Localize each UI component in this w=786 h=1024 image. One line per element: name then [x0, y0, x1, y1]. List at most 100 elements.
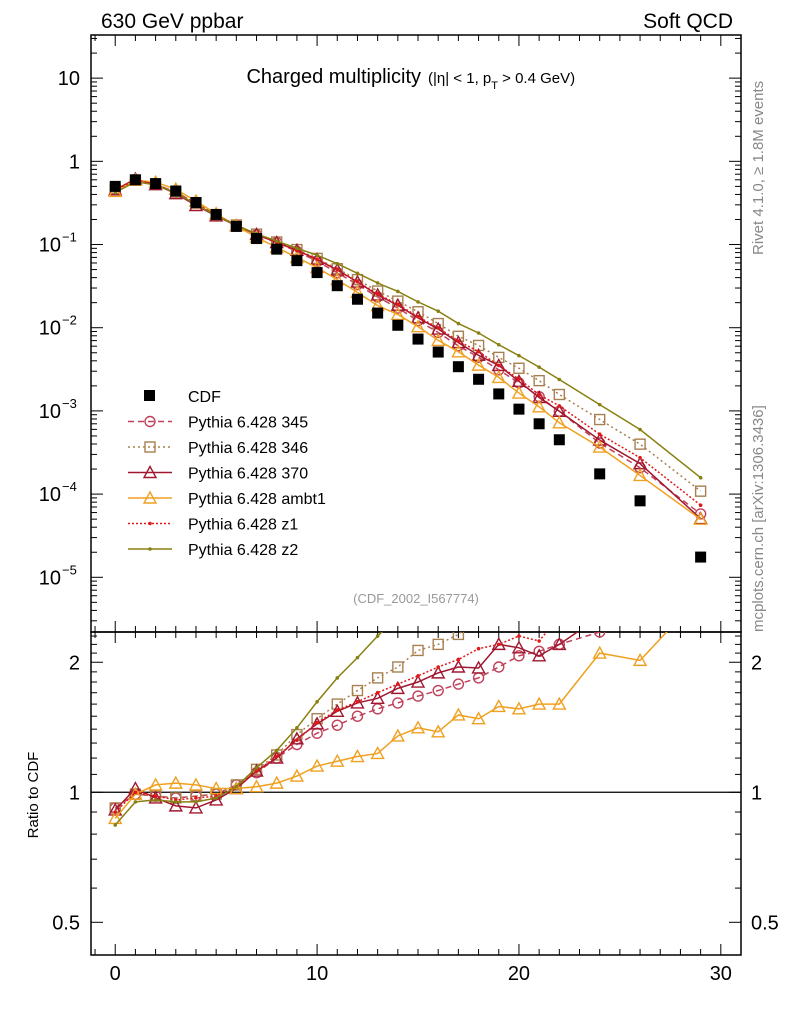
legend-label-1: Pythia 6.428 345	[188, 415, 308, 432]
series-1-ratio-point	[493, 661, 505, 673]
series-5-ratio-point	[436, 665, 441, 669]
series-4-main-point	[410, 319, 426, 333]
series-3-ratio-point	[431, 665, 446, 679]
series-6-main-point	[517, 353, 521, 358]
cdf-point	[392, 319, 404, 331]
plot-title-cuts: (|η| < 1, pT > 0.4 GeV)	[428, 70, 575, 92]
series-5-ratio-point	[537, 639, 541, 643]
y-tick-exponent: −1	[62, 230, 77, 245]
cdf-point	[190, 196, 202, 208]
series-5-ratio-point	[598, 584, 602, 588]
series-6-main-point	[416, 300, 420, 304]
legend-label-6: Pythia 6.428 z2	[188, 542, 298, 559]
series-3-ratio-point	[269, 750, 284, 764]
series-2-ratio-point	[554, 552, 564, 562]
series-5-main-point	[698, 503, 703, 508]
y-tick-exponent: −5	[62, 562, 77, 577]
plot-title-cuts-post: > 0.4 GeV)	[498, 70, 575, 87]
series-5-main-point	[496, 363, 501, 368]
ratio-tick-label-right: 0.5	[751, 912, 779, 934]
legend-label-2: Pythia 6.428 346	[188, 440, 308, 457]
series-5-main-point	[517, 377, 521, 381]
series-3-ratio-point	[594, 611, 606, 622]
cdf-point	[372, 307, 384, 319]
series-6-main-point	[698, 475, 703, 480]
y-tick-label: 10	[39, 318, 61, 340]
series-5-ratio-line	[114, 632, 548, 813]
series-6-main-point	[597, 402, 602, 407]
series-4-main-point	[451, 344, 466, 358]
series-4-ratio-point	[168, 775, 183, 789]
series-5-ratio-point	[355, 699, 360, 704]
cdf-point	[251, 233, 263, 245]
series-5-ratio-point	[638, 567, 642, 571]
series-5-main-point	[476, 349, 481, 354]
series-6-ratio-point	[638, 420, 642, 424]
y-tick-label: 10	[58, 68, 80, 90]
series-4-ratio-line	[114, 632, 668, 819]
series-6-ratio-point	[699, 378, 703, 382]
legend-marker-1	[144, 415, 156, 428]
series-6-main-point	[274, 239, 279, 243]
series-6-ratio-line	[114, 632, 383, 826]
series-4-ratio-point	[309, 758, 325, 772]
series-6-main-point	[436, 309, 441, 313]
series-4-main-point	[390, 306, 406, 321]
series-2-main-point	[694, 485, 707, 497]
series-4-ratio-point	[632, 652, 648, 667]
series-4-main-point	[471, 357, 486, 371]
cdf-point	[473, 373, 485, 385]
series-4-ratio-point	[451, 707, 466, 721]
series-2-main-point	[513, 362, 525, 374]
cdf-point	[170, 185, 182, 197]
ratio-series-group	[108, 378, 707, 827]
ratio-tick-label-left: 2	[69, 652, 80, 674]
series-6-ratio-point	[517, 513, 521, 517]
series-2-ratio-point	[534, 563, 544, 573]
cdf-point	[634, 495, 646, 507]
series-6-ratio-point	[194, 800, 198, 804]
series-5-ratio-point	[456, 657, 461, 662]
series-5-main-point	[456, 339, 461, 343]
series-6-ratio-point	[537, 496, 541, 500]
series-4-ratio-point	[491, 699, 506, 713]
series-3-ratio-point	[148, 790, 163, 804]
series-3-main-point	[309, 251, 325, 266]
legend-cdf-marker	[144, 390, 155, 401]
series-4-ratio-point	[350, 749, 365, 763]
series-2-main-point	[634, 438, 646, 450]
series-4-ratio-point	[269, 775, 284, 789]
series-2-main-point	[593, 413, 606, 426]
series-3-ratio-point	[634, 593, 646, 604]
series-4-ratio-point	[531, 696, 547, 710]
series-2-ratio-point	[452, 632, 465, 641]
series-6-ratio-point	[153, 798, 158, 802]
y-tick-exponent: −2	[62, 313, 77, 328]
y-tick-exponent: −3	[62, 396, 77, 411]
cdf-point	[533, 418, 545, 430]
cdf-point	[331, 280, 343, 292]
series-6-ratio-point	[375, 634, 380, 638]
series-1-ratio-point	[412, 690, 424, 702]
series-1-ratio-point	[351, 710, 364, 722]
series-2-ratio-point	[412, 644, 424, 657]
plot-title-cuts-pre: (|η| < 1, p	[428, 70, 491, 87]
series-5-ratio-point	[335, 708, 340, 712]
series-5-ratio-point	[113, 810, 118, 814]
series-3-ratio-point	[410, 674, 426, 688]
ratio-ylabel: Ratio to CDF	[25, 752, 42, 839]
series-6-ratio-point	[113, 823, 118, 827]
series-2-ratio-point	[432, 638, 444, 651]
series-3-ratio-point	[188, 800, 204, 814]
series-4-main-point	[693, 511, 708, 525]
series-4-main-point	[592, 439, 607, 453]
series-4-ratio-point	[511, 701, 527, 715]
series-6-main-line	[114, 180, 702, 479]
series-6-main-point	[375, 281, 380, 285]
series-4-ratio-point	[552, 696, 567, 710]
series-2-main-point	[493, 351, 505, 364]
series-4-ratio-point	[471, 711, 486, 725]
series-5-main-point	[396, 302, 400, 307]
series-4-ratio-point	[695, 590, 707, 601]
series-6-main-point	[496, 342, 501, 347]
